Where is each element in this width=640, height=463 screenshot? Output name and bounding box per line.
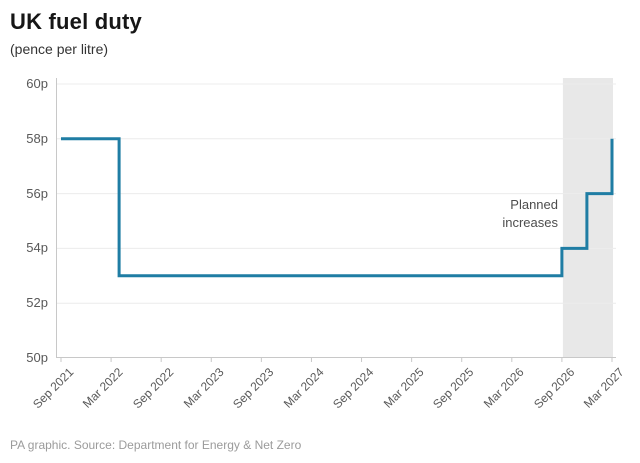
x-axis-label-text: Sep 2026 (530, 365, 577, 412)
fuel-duty-chart (56, 78, 616, 362)
annotation-line-2: increases (502, 215, 558, 230)
annotation-line-1: Planned (510, 197, 558, 212)
chart-subtitle: (pence per litre) (10, 41, 109, 57)
y-axis-label: 60p (26, 76, 48, 91)
y-axis-label: 52p (26, 295, 48, 311)
x-axis-label-text: Mar 2026 (480, 365, 527, 411)
fuel-duty-line (61, 137, 614, 278)
x-axis-label-text: Mar 2022 (80, 365, 126, 411)
y-axis-label: 56p (26, 185, 48, 201)
x-axis-label-text: Mar 2025 (380, 365, 427, 411)
x-axis-label-text: Sep 2023 (230, 365, 277, 412)
x-axis-label-text: Mar 2024 (280, 365, 327, 411)
x-axis-label-text: Mar 2027 (581, 365, 627, 411)
plot-area (56, 78, 616, 362)
x-axis-label-text: Mar 2023 (180, 365, 227, 411)
x-axis-label-text: Sep 2025 (430, 365, 477, 412)
planned-increases-annotation: Planned increases (502, 196, 558, 232)
y-axis-label: 54p (26, 240, 48, 256)
y-axis-label: 50p (26, 350, 48, 365)
y-axis-label: 58p (26, 130, 48, 146)
x-axis-label-text: Sep 2022 (129, 365, 177, 412)
source-credit: PA graphic. Source: Department for Energ… (10, 438, 302, 452)
page-title: UK fuel duty (10, 9, 142, 34)
x-axis-label-text: Sep 2021 (29, 365, 76, 412)
x-axis-label-text: Sep 2024 (330, 365, 377, 412)
